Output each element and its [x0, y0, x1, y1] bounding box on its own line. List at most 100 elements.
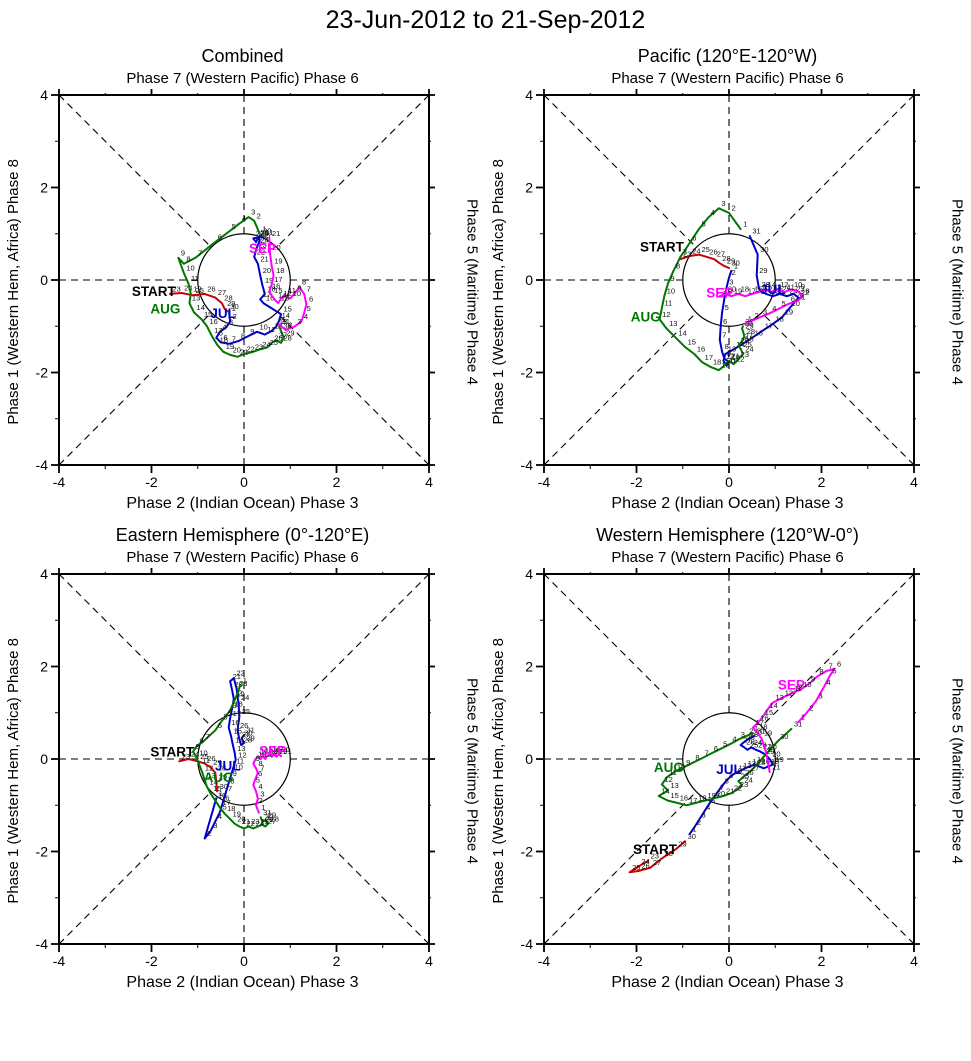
day-number: 28: [756, 758, 764, 767]
x-tick-label: -2: [145, 474, 158, 490]
unit-circle: [681, 233, 776, 327]
day-number: 17: [688, 796, 696, 805]
day-number: 23: [740, 350, 748, 359]
day-number: 24: [744, 775, 752, 784]
day-number: 10: [793, 280, 801, 289]
day-number: 31: [263, 808, 271, 817]
day-number: 5: [710, 796, 714, 805]
day-number: 24: [745, 345, 753, 354]
day-number: 26: [641, 861, 649, 870]
phase-label-right: Phase 5 (Maritime) Phase 4: [463, 199, 481, 385]
day-number: 12: [204, 763, 212, 772]
day-number: 19: [225, 342, 233, 351]
day-number: 17: [214, 326, 222, 335]
day-number: 2: [238, 688, 242, 697]
day-number: 24: [641, 857, 649, 866]
day-number: 6: [836, 659, 840, 668]
day-number: 3: [228, 318, 232, 327]
day-number: 27: [744, 332, 752, 341]
panel-pacific: Pacific (120°E-120°W) Phase 7 (Western P…: [485, 38, 970, 517]
day-number: 23: [239, 679, 247, 688]
day-number: 1: [242, 676, 246, 685]
day-number: 28: [217, 763, 225, 772]
month-label-start: START: [131, 284, 176, 299]
day-number: 8: [199, 737, 203, 746]
x-tick-label: -4: [52, 474, 65, 490]
day-number: 26: [274, 333, 282, 342]
day-number: 22: [246, 819, 254, 828]
day-number: 13: [669, 319, 677, 328]
day-number: 14: [752, 757, 760, 766]
unit-circle: [681, 712, 776, 806]
day-number: 23: [254, 343, 262, 352]
day-number: 15: [274, 286, 282, 295]
day-number: 5: [218, 328, 222, 337]
day-number: 2: [809, 703, 813, 712]
day-number: 17: [764, 321, 772, 330]
x-tick-label: -2: [630, 953, 643, 969]
day-number: 13: [670, 781, 678, 790]
day-number: 7: [704, 749, 708, 758]
panel-title: Pacific (120°E-120°W): [637, 46, 818, 66]
x-tick-label: 2: [332, 474, 340, 490]
day-number: 28: [283, 333, 291, 342]
day-number: 31: [752, 227, 760, 236]
day-number: 22: [736, 355, 744, 364]
day-number: 23: [796, 284, 804, 293]
day-number: 1: [733, 261, 737, 270]
day-number: 15: [764, 708, 772, 717]
day-number: 26: [207, 754, 215, 763]
day-number: 26: [240, 721, 248, 730]
y-tick-label: 0: [40, 272, 48, 288]
day-number: 8: [819, 667, 823, 676]
day-number: 23: [181, 752, 189, 761]
x-tick-label: 4: [910, 474, 918, 490]
x-tick-label: 4: [425, 953, 433, 969]
day-number: 7: [231, 334, 235, 343]
trajectory-jul: 1234567891011121314151617181920212223242…: [203, 669, 254, 840]
y-tick-label: 2: [40, 659, 48, 675]
day-number: 24: [692, 246, 700, 255]
day-number: 23: [258, 240, 266, 249]
day-number: 5: [222, 803, 226, 812]
day-number: 10: [259, 322, 267, 331]
day-number: 19: [784, 308, 792, 317]
plot-frame: [542, 94, 915, 466]
day-number: 25: [701, 245, 709, 254]
day-number: 23: [251, 817, 259, 826]
day-number: 13: [280, 294, 288, 303]
day-number: 22: [256, 247, 264, 256]
day-number: 26: [260, 228, 268, 237]
day-number: 27: [768, 284, 776, 293]
day-number: 11: [664, 298, 672, 307]
month-label-jul: JUL: [760, 282, 786, 297]
day-number: 18: [277, 745, 285, 754]
y-tick-label: 4: [525, 568, 533, 582]
day-number: 24: [260, 235, 268, 244]
day-number: 5: [724, 303, 728, 312]
day-number: 11: [669, 768, 677, 777]
day-number: 2: [731, 203, 735, 212]
day-number: 16: [696, 345, 704, 354]
day-number: 30: [219, 782, 227, 791]
panel-title: Eastern Hemisphere (0°-120°E): [115, 525, 370, 545]
x-tick-label: -2: [145, 953, 158, 969]
day-number: 21: [725, 787, 733, 796]
day-number: 7: [197, 248, 201, 257]
day-number: 5: [723, 739, 727, 748]
day-number: 7: [682, 247, 686, 256]
phase-label-left: Phase 1 (Western Hem, Africa) Phase 8: [4, 638, 22, 904]
day-number: 19: [265, 276, 273, 285]
day-number: 26: [746, 737, 754, 746]
day-number: 12: [193, 284, 201, 293]
day-number: 13: [747, 759, 755, 768]
day-number: 4: [772, 304, 776, 313]
panel-eastern-hemisphere: Eastern Hemisphere (0°-120°E) Phase 7 (W…: [0, 517, 485, 996]
panel-grid: Combined Phase 7 (Western Pacific) Phase…: [0, 38, 971, 996]
day-number: 4: [303, 312, 307, 321]
day-number: 20: [727, 284, 735, 293]
phase-label-right: Phase 5 (Maritime) Phase 4: [948, 678, 966, 864]
